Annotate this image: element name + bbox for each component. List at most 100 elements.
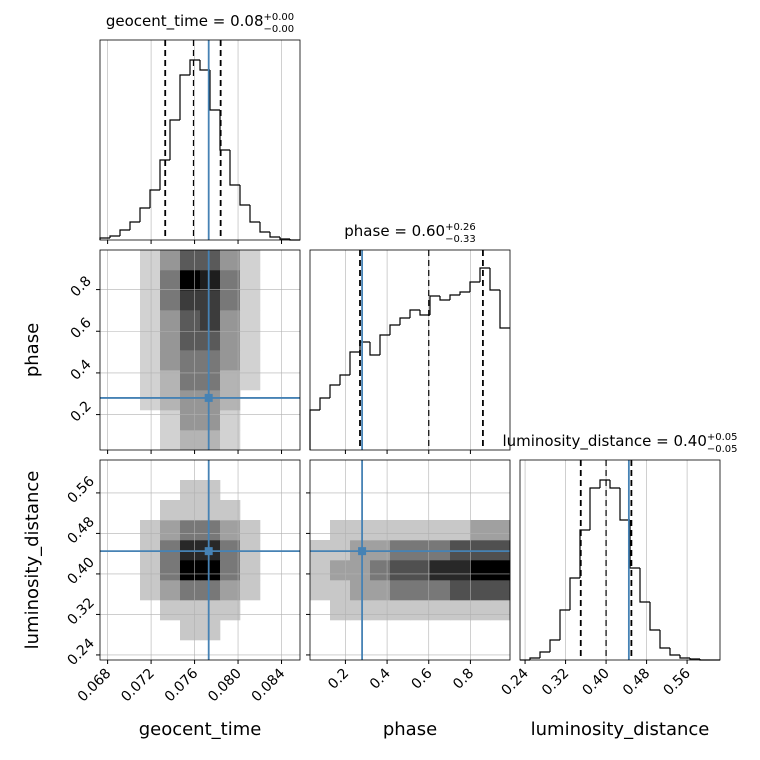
- density-cell: [200, 270, 221, 291]
- y-tick-label: 0.56: [64, 473, 97, 506]
- density-cell: [180, 480, 201, 501]
- density-cell: [450, 520, 471, 541]
- density-cell: [160, 390, 181, 411]
- hist-step: [189, 59, 200, 75]
- x-tick-label: 0.32: [539, 666, 572, 699]
- density-cell: [140, 580, 161, 601]
- density-cell: [220, 250, 241, 271]
- density-cell: [450, 540, 471, 561]
- density-cell: [220, 500, 241, 521]
- hist-step: [669, 648, 680, 656]
- density-cell: [200, 430, 221, 451]
- density-cell: [160, 580, 181, 601]
- density-cell: [450, 600, 471, 621]
- x-tick-label: 0.084: [249, 665, 289, 705]
- x-tick-label: 0.6: [409, 665, 436, 692]
- y-axis-label: luminosity_distance: [22, 471, 43, 650]
- density-cell: [180, 250, 201, 271]
- hist-step: [329, 384, 340, 398]
- density-cell: [240, 560, 261, 581]
- x-tick-label: 0.56: [661, 665, 694, 698]
- y-tick-label: 0.8: [68, 273, 95, 300]
- density-cell: [390, 520, 411, 541]
- density-cell: [240, 540, 261, 561]
- hist-step: [549, 639, 560, 652]
- density-cell: [490, 580, 511, 601]
- density-cell: [200, 520, 221, 541]
- density-cell: [240, 290, 261, 311]
- density-cell: [240, 330, 261, 351]
- density-cell: [180, 390, 201, 411]
- density-cell: [180, 500, 201, 521]
- hist-step: [479, 267, 490, 282]
- density-cell: [180, 580, 201, 601]
- density-cell: [370, 580, 391, 601]
- density-cell: [200, 560, 221, 581]
- density-cell: [220, 580, 241, 601]
- hist-step: [379, 334, 390, 355]
- density-cell: [450, 580, 471, 601]
- hist-step: [659, 630, 670, 649]
- density-cell: [490, 520, 511, 541]
- density-cell: [220, 560, 241, 581]
- hist-step: [279, 237, 290, 240]
- density-cell: [180, 430, 201, 451]
- density-cell: [310, 540, 331, 561]
- density-cell: [350, 580, 371, 601]
- density-cell: [370, 540, 391, 561]
- density-cell: [470, 560, 491, 581]
- density-cell: [220, 350, 241, 371]
- density-cell: [410, 560, 431, 581]
- hist-step: [169, 119, 180, 160]
- hist-step: [309, 409, 320, 450]
- density-cell: [330, 540, 351, 561]
- density-cell: [140, 350, 161, 371]
- density-cell: [160, 520, 181, 541]
- density-cell: [350, 520, 371, 541]
- density-cell: [220, 310, 241, 331]
- density-cell: [160, 350, 181, 371]
- density-cell: [240, 270, 261, 291]
- hist-step: [559, 609, 570, 640]
- density-cell: [370, 520, 391, 541]
- density-cell: [240, 370, 261, 391]
- hist-step: [459, 291, 470, 295]
- hist-step: [429, 295, 440, 315]
- hist-step: [149, 189, 160, 208]
- title-sup: +0.00: [264, 12, 295, 23]
- density-cell: [220, 390, 241, 411]
- hist-step: [679, 655, 690, 659]
- hist-step: [469, 281, 480, 292]
- hist-step: [409, 309, 420, 318]
- hist-step: [319, 397, 330, 410]
- hist-step: [199, 60, 210, 71]
- density-cell: [200, 370, 221, 391]
- density-cell: [160, 430, 181, 451]
- density-cell: [470, 580, 491, 601]
- title-sub: −0.00: [264, 24, 295, 35]
- panel-frame: [99, 459, 301, 661]
- y-tick-label: 0.4: [68, 356, 95, 383]
- density-cell: [370, 600, 391, 621]
- hist-step: [589, 487, 600, 530]
- y-tick-label: 0.48: [64, 514, 97, 547]
- hist-step: [119, 229, 130, 236]
- hist-step: [539, 651, 550, 658]
- hist-step: [529, 657, 540, 660]
- y-tick-label: 0.40: [64, 554, 97, 587]
- truth-point: [358, 547, 367, 556]
- title-sub: −0.05: [707, 444, 738, 455]
- hist-step: [339, 374, 350, 385]
- y-tick-label: 0.32: [64, 595, 97, 628]
- density-cell: [180, 600, 201, 621]
- x-tick-label: 0.080: [205, 666, 245, 706]
- density-cell: [410, 580, 431, 601]
- hist-step: [399, 317, 410, 325]
- density-cell: [220, 410, 241, 431]
- x-tick-label: 0.8: [450, 666, 477, 693]
- hist-step: [259, 222, 270, 233]
- hist-step: [609, 480, 620, 489]
- hist-step: [599, 479, 610, 488]
- density-cell: [160, 540, 181, 561]
